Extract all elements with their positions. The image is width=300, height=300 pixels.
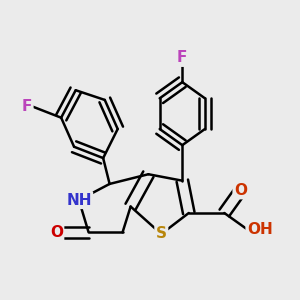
Text: NH: NH [66, 193, 92, 208]
Text: O: O [50, 225, 63, 240]
Text: S: S [156, 226, 167, 242]
Text: F: F [177, 50, 188, 65]
Text: OH: OH [247, 222, 273, 237]
Text: F: F [22, 99, 32, 114]
Text: O: O [234, 183, 247, 198]
